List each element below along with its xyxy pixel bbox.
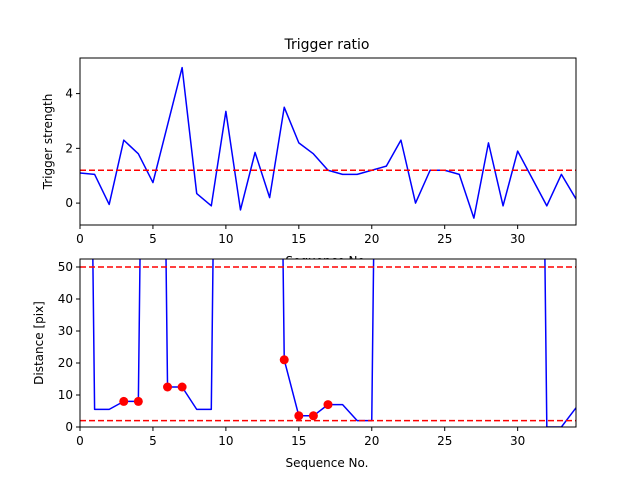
x-tick-label: 5	[149, 434, 157, 448]
y-tick-label: 50	[58, 260, 73, 274]
trigger-ratio-chart: Trigger ratio 0 5 10 15 20 25 30 0 2 4 Trigger st…	[41, 37, 577, 268]
axes-frame	[79, 57, 577, 226]
data-point-marker	[133, 396, 143, 406]
data-point-marker	[177, 382, 187, 392]
y-tick-label: 30	[58, 324, 73, 338]
y-tick-label: 40	[58, 292, 73, 306]
x-tick-label: 10	[218, 232, 233, 246]
distance-chart: 0 5 10 15 20 25 30 0 10 20 30 40 50 Distance [pix] S…	[32, 258, 577, 470]
x-tick-label: 15	[291, 434, 306, 448]
x-tick-label: 15	[291, 232, 306, 246]
y-axis-label: Distance [pix]	[32, 301, 46, 385]
y-tick-label: 0	[65, 420, 73, 434]
y-tick-label: 4	[65, 87, 73, 101]
y-tick-label: 0	[65, 196, 73, 210]
x-tick-label: 25	[437, 434, 452, 448]
x-tick-label: 0	[76, 434, 84, 448]
y-tick-label: 2	[65, 141, 73, 155]
x-tick-label: 20	[364, 434, 379, 448]
axes-background	[80, 259, 576, 427]
x-tick-label: 10	[218, 434, 233, 448]
y-tick-label: 20	[58, 356, 73, 370]
data-point-marker	[323, 400, 333, 410]
x-tick-label: 0	[76, 232, 84, 246]
x-tick-label: 25	[437, 232, 452, 246]
x-tick-label: 30	[510, 232, 525, 246]
x-tick-label: 30	[510, 434, 525, 448]
data-point-marker	[294, 411, 304, 421]
series-line-0	[80, 66, 576, 219]
data-point-marker	[119, 396, 129, 406]
axes-frame	[79, 258, 577, 428]
data-point-marker	[308, 411, 318, 421]
y-axis-label: Trigger strength	[41, 94, 55, 191]
chart-title: Trigger ratio	[283, 37, 369, 53]
x-tick-label: 5	[149, 232, 157, 246]
y-tick-label: 10	[58, 388, 73, 402]
data-point-marker	[279, 355, 289, 365]
x-axis-label: Sequence No.	[286, 456, 369, 470]
data-point-marker	[163, 382, 173, 392]
x-tick-label: 20	[364, 232, 379, 246]
